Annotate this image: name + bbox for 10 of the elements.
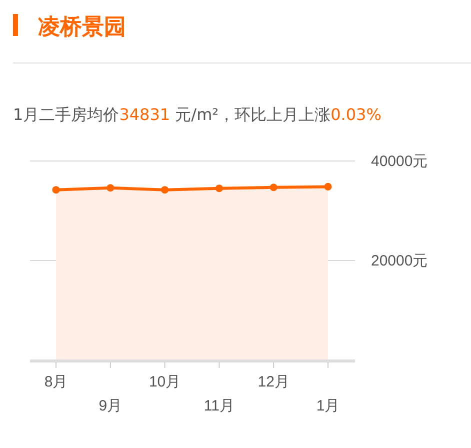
y-tick-label: 20000元 — [371, 252, 428, 270]
x-tick-label: 8月 — [44, 374, 68, 391]
x-tick-label: 11月 — [204, 398, 234, 414]
chart-title: 凌桥景园 — [38, 15, 126, 40]
x-tick-label: 12月 — [258, 374, 290, 391]
x-tick-label: 9月 — [98, 398, 122, 414]
y-tick-label: 40000元 — [371, 152, 428, 170]
x-tick-label: 1月 — [316, 398, 340, 414]
x-tick-label: 10月 — [148, 374, 181, 391]
chart-subtitle: 1月二手房均价34831 元/m²，环比上月上涨0.03% — [13, 105, 382, 124]
